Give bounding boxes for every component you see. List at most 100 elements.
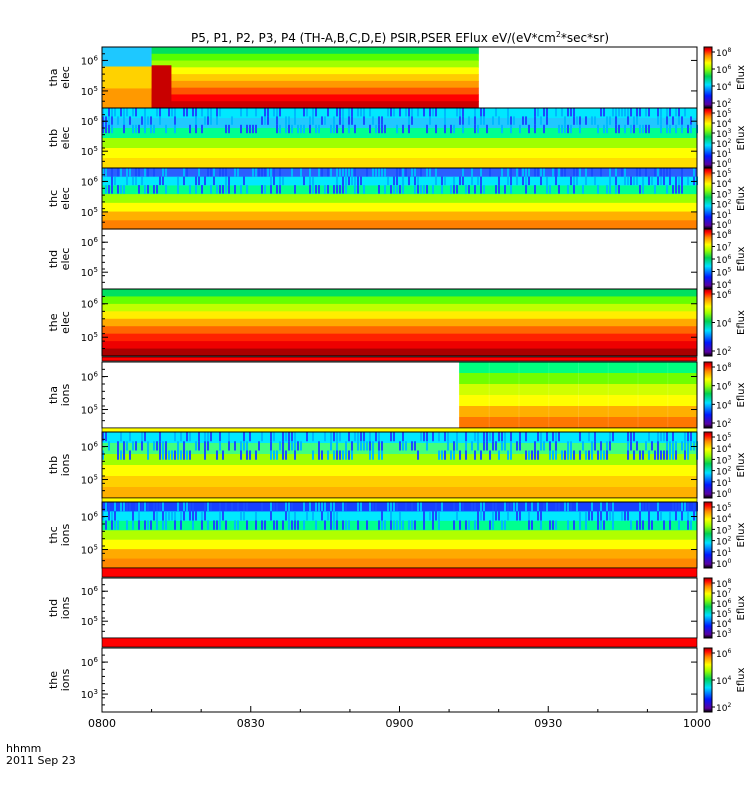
x-tick-label: 0800 <box>88 717 116 730</box>
noise-pixel <box>642 520 644 530</box>
noise-pixel <box>207 441 209 451</box>
noise-pixel <box>660 432 662 442</box>
noise-pixel <box>516 511 518 521</box>
noise-pixel <box>636 108 638 117</box>
noise-pixel <box>555 108 557 117</box>
noise-pixel <box>579 520 581 530</box>
noise-pixel <box>312 116 314 125</box>
noise-pixel <box>144 116 146 125</box>
noise-pixel <box>669 450 671 460</box>
noise-pixel <box>609 185 611 194</box>
noise-pixel <box>606 450 608 460</box>
noise-pixel <box>567 185 569 194</box>
noise-pixel <box>126 502 128 512</box>
noise-pixel <box>480 108 482 117</box>
noise-pixel <box>345 185 347 194</box>
noise-pixel <box>216 108 218 117</box>
colorbar-tick-label: 102 <box>716 702 731 714</box>
noise-pixel <box>687 441 689 451</box>
noise-pixel <box>378 520 380 530</box>
noise-pixel <box>201 124 203 134</box>
noise-pixel <box>540 116 542 125</box>
noise-pixel <box>408 108 410 117</box>
noise-pixel <box>324 116 326 125</box>
noise-pixel <box>273 502 275 512</box>
noise-pixel <box>285 432 287 442</box>
noise-pixel <box>645 502 647 512</box>
noise-pixel <box>168 450 170 460</box>
noise-pixel <box>207 116 209 125</box>
noise-pixel <box>486 124 488 134</box>
noise-pixel <box>390 502 392 512</box>
noise-pixel <box>132 108 134 117</box>
noise-pixel <box>465 441 467 451</box>
noise-pixel <box>504 432 506 442</box>
noise-pixel <box>141 441 143 451</box>
colorbar-tick-label: 102 <box>716 346 731 358</box>
noise-pixel <box>579 432 581 442</box>
heatmap-band <box>102 53 479 62</box>
heatmap-early-mid <box>102 66 152 89</box>
noise-pixel <box>276 520 278 530</box>
noise-pixel <box>402 168 404 177</box>
noise-pixel <box>111 520 113 530</box>
noise-pixel <box>558 432 560 442</box>
noise-pixel <box>114 511 116 521</box>
noise-pixel <box>270 450 272 460</box>
noise-pixel <box>300 441 302 451</box>
noise-pixel <box>399 108 401 117</box>
noise-pixel <box>279 441 281 451</box>
noise-pixel <box>534 450 536 460</box>
noise-pixel <box>657 502 659 512</box>
noise-pixel <box>612 502 614 512</box>
noise-pixel <box>636 168 638 177</box>
noise-pixel <box>483 108 485 117</box>
heatmap-band <box>459 417 697 429</box>
noise-pixel <box>411 168 413 177</box>
noise-pixel <box>321 168 323 177</box>
noise-pixel <box>375 124 377 134</box>
noise-pixel <box>276 108 278 117</box>
colorbar-tick-label: 108 <box>716 229 731 241</box>
noise-pixel <box>516 502 518 512</box>
y-tick-label: 105 <box>81 85 98 98</box>
noise-pixel <box>141 176 143 186</box>
noise-pixel <box>522 116 524 125</box>
noise-pixel <box>195 441 197 451</box>
noise-pixel <box>135 176 137 186</box>
noise-pixel <box>630 176 632 186</box>
noise-pixel <box>204 176 206 186</box>
noise-pixel <box>318 450 320 460</box>
y-tick-label: 105 <box>81 266 98 279</box>
noise-pixel <box>177 185 179 194</box>
noise-pixel <box>330 520 332 530</box>
noise-pixel <box>360 432 362 442</box>
noise-pixel <box>111 116 113 125</box>
noise-pixel <box>654 450 656 460</box>
noise-pixel <box>252 168 254 177</box>
noise-pixel <box>537 168 539 177</box>
noise-pixel <box>657 168 659 177</box>
noise-pixel <box>681 441 683 451</box>
noise-pixel <box>189 185 191 194</box>
y-tick-label: 106 <box>81 236 99 249</box>
noise-pixel <box>171 511 173 521</box>
noise-pixel <box>126 176 128 186</box>
noise-pixel <box>156 108 158 117</box>
noise-pixel <box>324 502 326 512</box>
noise-pixel <box>591 502 593 512</box>
noise-pixel <box>330 502 332 512</box>
noise-pixel <box>393 108 395 117</box>
noise-pixel <box>183 108 185 117</box>
noise-pixel <box>183 441 185 451</box>
noise-pixel <box>528 520 530 530</box>
noise-pixel <box>537 108 539 117</box>
noise-pixel <box>474 124 476 134</box>
noise-pixel <box>165 124 167 134</box>
heatmap-band <box>102 303 697 312</box>
noise-pixel <box>207 168 209 177</box>
heatmap-band <box>102 194 697 204</box>
noise-pixel <box>150 116 152 125</box>
noise-pixel <box>357 520 359 530</box>
noise-pixel <box>387 108 389 117</box>
